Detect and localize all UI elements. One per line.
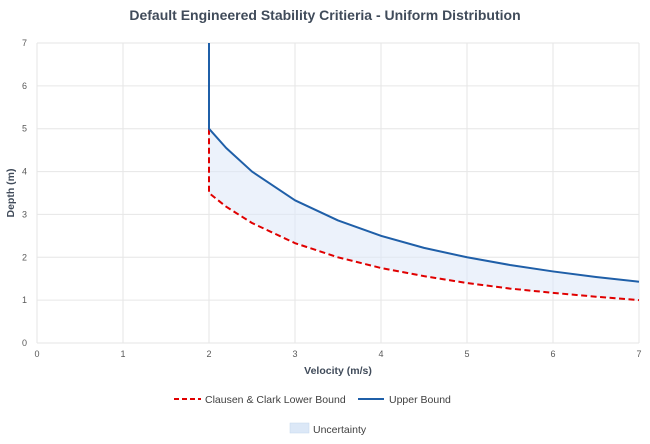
y-tick-label: 7 (22, 38, 27, 48)
x-tick-label: 6 (550, 349, 555, 359)
x-tick-label: 0 (34, 349, 39, 359)
series-line-upper-bound (208, 43, 640, 283)
x-tick-label: 7 (636, 349, 641, 359)
legend: Clausen & Clark Lower Bound Upper Bound … (174, 394, 451, 436)
series-lines (208, 43, 640, 302)
series-line-lower-bound (208, 128, 640, 302)
legend-label-lower-bound: Clausen & Clark Lower Bound (205, 394, 346, 406)
y-tick-label: 0 (22, 338, 27, 348)
y-tick-label: 3 (22, 209, 27, 219)
x-tick-label: 3 (292, 349, 297, 359)
y-tick-labels: 0 1 2 3 4 5 6 7 (22, 38, 27, 348)
y-tick-label: 6 (22, 81, 27, 91)
y-tick-label: 2 (22, 252, 27, 262)
y-tick-label: 4 (22, 167, 27, 177)
x-tick-label: 2 (206, 349, 211, 359)
uncertainty-area (209, 128, 639, 301)
x-tick-label: 4 (378, 349, 383, 359)
legend-label-uncertainty: Uncertainty (313, 424, 367, 436)
y-axis-label: Depth (m) (5, 169, 17, 218)
legend-label-upper-bound: Upper Bound (389, 394, 451, 406)
gridlines (36, 42, 640, 344)
legend-swatch-uncertainty (289, 422, 310, 434)
x-tick-label: 1 (120, 349, 125, 359)
x-axis-label: Velocity (m/s) (304, 365, 372, 377)
chart-title: Default Engineered Stability Critieria -… (129, 7, 520, 23)
x-tick-labels: 0 1 2 3 4 5 6 7 (34, 349, 641, 359)
y-tick-label: 5 (22, 124, 27, 134)
y-tick-label: 1 (22, 295, 27, 305)
x-tick-label: 5 (464, 349, 469, 359)
